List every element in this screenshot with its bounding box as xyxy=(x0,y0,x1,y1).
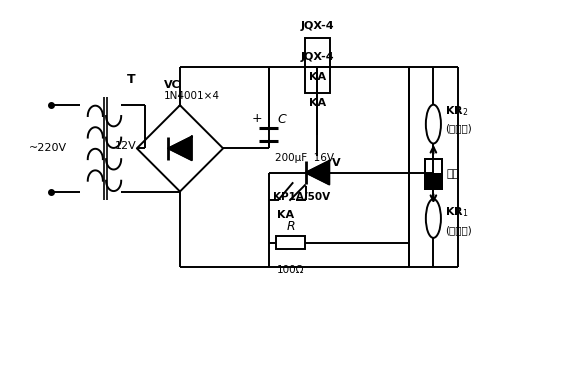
Bar xyxy=(425,174,442,189)
Text: JQX-4: JQX-4 xyxy=(300,52,334,62)
Text: VC: VC xyxy=(164,80,181,90)
Text: V: V xyxy=(332,158,340,168)
Bar xyxy=(305,67,330,93)
Text: KP1A/50V: KP1A/50V xyxy=(273,192,331,202)
Text: (常开型): (常开型) xyxy=(445,225,472,235)
Text: KA: KA xyxy=(309,72,326,82)
Bar xyxy=(425,159,442,189)
Text: R: R xyxy=(286,220,295,233)
Text: (转换型): (转换型) xyxy=(445,123,472,133)
Bar xyxy=(425,159,442,174)
Text: 100Ω: 100Ω xyxy=(277,265,304,275)
Bar xyxy=(306,38,329,67)
Text: +: + xyxy=(252,112,263,125)
Text: 1N4001×4: 1N4001×4 xyxy=(164,91,220,101)
Text: KR$_1$: KR$_1$ xyxy=(445,205,469,219)
Text: KA: KA xyxy=(309,98,326,108)
Polygon shape xyxy=(306,161,329,185)
Text: 12V: 12V xyxy=(115,141,137,151)
Text: C: C xyxy=(277,113,286,126)
Text: KR$_2$: KR$_2$ xyxy=(445,104,469,118)
Text: 磁铁: 磁铁 xyxy=(446,169,460,179)
Polygon shape xyxy=(168,136,192,160)
Text: 200μF  16V: 200μF 16V xyxy=(275,152,335,162)
Text: ~220V: ~220V xyxy=(29,143,67,153)
Text: KA: KA xyxy=(277,210,294,220)
Text: JQX-4: JQX-4 xyxy=(300,21,334,31)
Bar xyxy=(275,236,306,249)
Text: T: T xyxy=(127,74,136,86)
